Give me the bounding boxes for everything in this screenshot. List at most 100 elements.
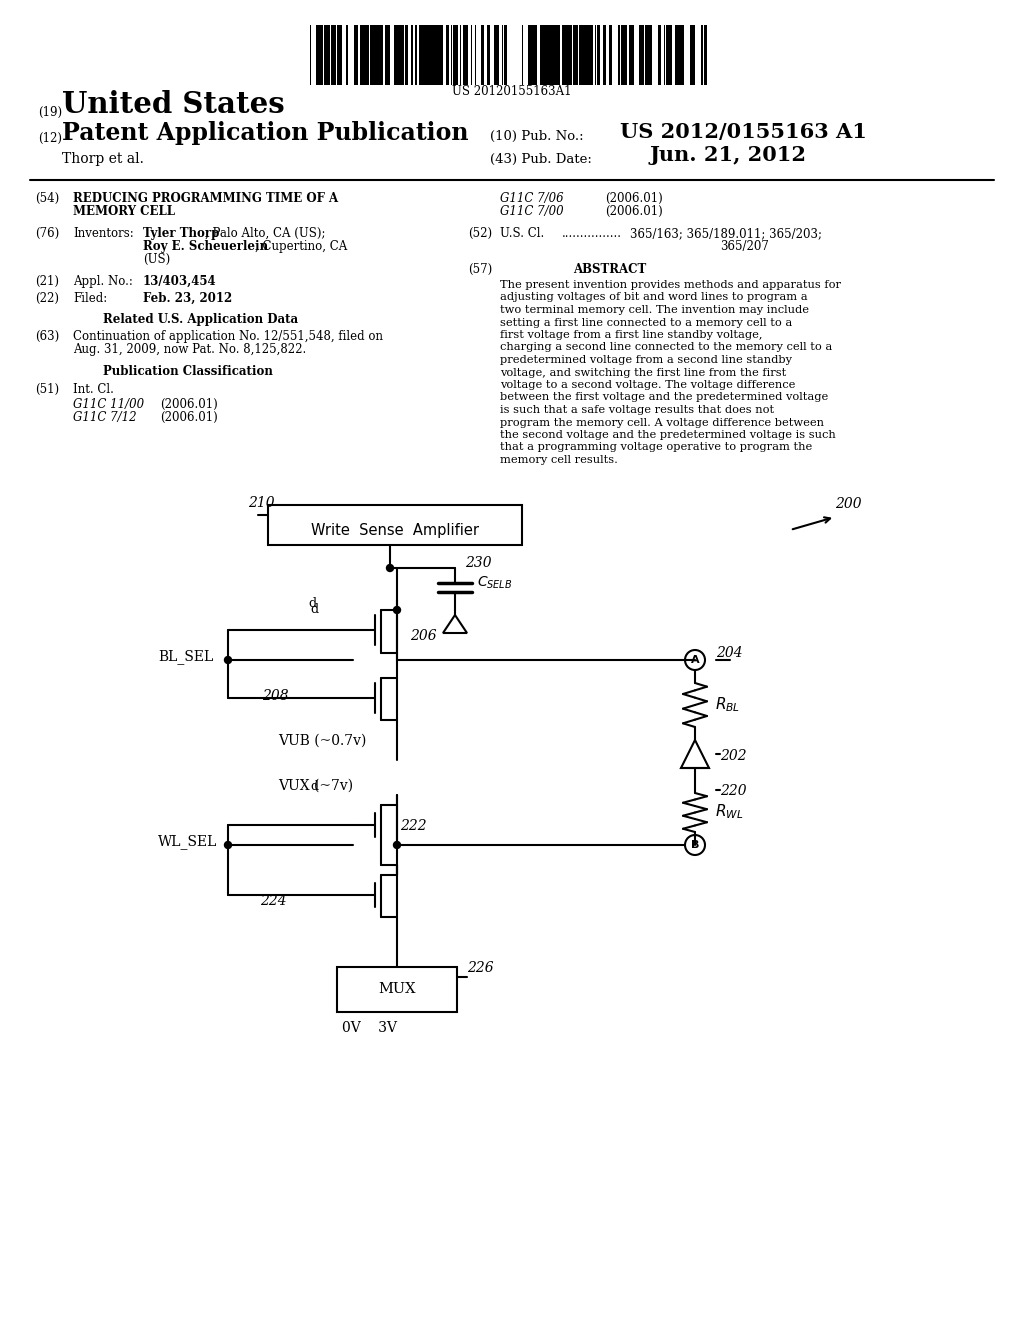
Bar [337,968,457,1012]
Text: that a programming voltage operative to program the: that a programming voltage operative to … [500,442,812,453]
Bar [394,25,396,84]
Bar [545,25,547,84]
Bar [552,25,555,84]
Bar [446,25,449,84]
Bar [435,25,437,84]
Text: (63): (63) [35,330,59,343]
Text: (2006.01): (2006.01) [160,399,218,411]
Bar [370,25,372,84]
Text: between the first voltage and the predetermined voltage: between the first voltage and the predet… [500,392,828,403]
Text: voltage to a second voltage. The voltage difference: voltage to a second voltage. The voltage… [500,380,796,389]
Bar [590,25,593,84]
Text: 210: 210 [248,496,274,510]
Bar [597,25,600,84]
Text: setting a first line connected to a memory cell to a: setting a first line connected to a memo… [500,318,793,327]
Bar [440,25,443,84]
Circle shape [386,565,393,572]
Circle shape [224,842,231,849]
Text: REDUCING PROGRAMMING TIME OF A: REDUCING PROGRAMMING TIME OF A [73,191,338,205]
Text: BL_SEL: BL_SEL [158,649,213,664]
Text: (12): (12) [38,132,62,145]
Bar [645,25,648,84]
Bar [705,25,707,84]
Bar [562,25,564,84]
Bar [319,25,323,84]
Text: 230: 230 [465,556,492,570]
Bar [528,25,531,84]
Text: (US): (US) [143,253,170,267]
Text: Appl. No.:: Appl. No.: [73,275,133,288]
Text: G11C 11/00: G11C 11/00 [73,399,144,411]
Text: two terminal memory cell. The invention may include: two terminal memory cell. The invention … [500,305,809,315]
Bar [573,25,575,84]
Bar [497,25,499,84]
Bar [564,25,567,84]
Text: 226: 226 [467,961,494,975]
Text: 222: 222 [400,818,427,833]
Bar [362,25,366,84]
Text: G11C 7/06: G11C 7/06 [500,191,563,205]
Bar [692,25,695,84]
Bar [411,25,413,84]
Text: B: B [691,840,699,850]
Text: Related U.S. Application Data: Related U.S. Application Data [103,313,298,326]
Bar [378,25,381,84]
Circle shape [224,656,231,664]
Text: 365/207: 365/207 [720,240,769,253]
Bar [504,25,507,84]
Text: (10) Pub. No.:: (10) Pub. No.: [490,129,584,143]
Bar [579,25,581,84]
Text: (2006.01): (2006.01) [160,411,218,424]
Text: Tyler Thorp: Tyler Thorp [143,227,219,240]
Text: WL_SEL: WL_SEL [158,834,217,849]
Bar [366,25,369,84]
Bar [603,25,606,84]
Text: Roy E. Scheuerlein: Roy E. Scheuerlein [143,240,268,253]
Text: (57): (57) [468,263,493,276]
Bar [437,25,440,84]
Bar [690,25,692,84]
Text: A: A [690,655,699,665]
Bar [326,25,328,84]
Bar [679,25,681,84]
Bar [324,25,326,84]
Text: $C_{SELB}$: $C_{SELB}$ [477,576,512,591]
Bar [396,25,398,84]
Bar [666,25,669,84]
Bar [567,25,570,84]
Bar [431,25,433,84]
Text: (19): (19) [38,106,62,119]
Text: ABSTRACT: ABSTRACT [573,263,646,276]
Text: Jun. 21, 2012: Jun. 21, 2012 [650,145,807,165]
Text: voltage, and switching the first line from the first: voltage, and switching the first line fr… [500,367,786,378]
Text: (43) Pub. Date:: (43) Pub. Date: [490,153,592,166]
Text: 13/403,454: 13/403,454 [143,275,217,288]
Text: is such that a safe voltage results that does not: is such that a safe voltage results that… [500,405,774,414]
Bar [487,25,490,84]
Text: 0V    3V: 0V 3V [342,1020,397,1035]
Text: G11C 7/00: G11C 7/00 [500,205,563,218]
Text: US 20120155163A1: US 20120155163A1 [453,84,571,98]
Bar [547,25,549,84]
Text: (51): (51) [35,383,59,396]
Text: $R_{BL}$: $R_{BL}$ [715,696,740,714]
Text: 206: 206 [410,630,436,643]
Text: first voltage from a first line standby voltage,: first voltage from a first line standby … [500,330,763,341]
Bar [586,25,589,84]
Text: ................: ................ [562,227,622,240]
Bar [331,25,334,84]
Text: program the memory cell. A voltage difference between: program the memory cell. A voltage diffe… [500,417,824,428]
Text: 208: 208 [262,689,289,704]
Bar [495,25,497,84]
Text: (52): (52) [468,227,493,240]
Bar [387,25,390,84]
Text: Patent Application Publication: Patent Application Publication [62,121,469,145]
Text: memory cell results.: memory cell results. [500,455,617,465]
Bar [621,25,623,84]
Text: Write  Sense  Amplifier: Write Sense Amplifier [311,523,479,537]
Text: 202: 202 [720,748,746,763]
Bar [316,25,319,84]
Text: MEMORY CELL: MEMORY CELL [73,205,175,218]
Text: VUB (~0.7v): VUB (~0.7v) [278,734,367,748]
Bar [570,25,572,84]
